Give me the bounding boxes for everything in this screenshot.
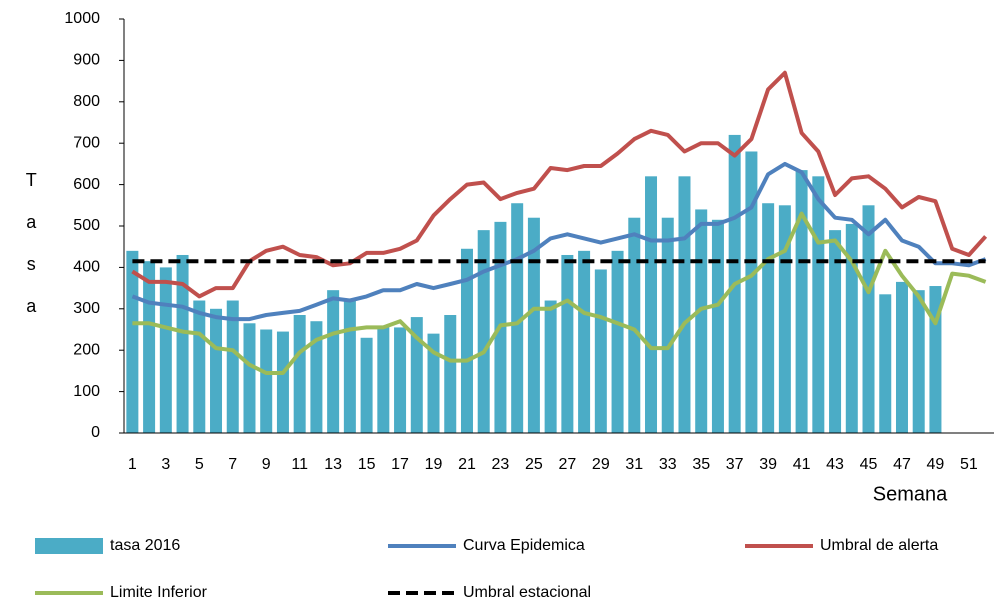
bar bbox=[226, 300, 239, 433]
line bbox=[132, 211, 987, 375]
x-tick-label: 11 bbox=[291, 456, 308, 473]
x-tick-label: 25 bbox=[525, 456, 543, 473]
bar bbox=[895, 281, 908, 433]
bar bbox=[260, 329, 273, 433]
bar bbox=[561, 254, 574, 433]
legend-swatch bbox=[35, 538, 103, 554]
x-tick-label: 37 bbox=[726, 456, 744, 473]
bar bbox=[829, 230, 842, 433]
x-tick-label: 45 bbox=[860, 456, 878, 473]
bar bbox=[594, 269, 607, 433]
bar bbox=[410, 317, 423, 433]
y-tick-label: 500 bbox=[73, 217, 100, 234]
x-axis-label: Semana bbox=[873, 483, 948, 505]
y-tick-label: 700 bbox=[73, 134, 100, 151]
y-tick-label: 600 bbox=[73, 176, 100, 193]
x-tick-label: 7 bbox=[228, 456, 237, 473]
x-tick-label: 23 bbox=[492, 456, 510, 473]
x-tick-label: 21 bbox=[458, 456, 476, 473]
bar bbox=[444, 315, 457, 433]
x-tick-label: 19 bbox=[425, 456, 443, 473]
x-tick-label: 5 bbox=[195, 456, 204, 473]
legend-label: Limite Inferior bbox=[110, 584, 208, 601]
bar bbox=[243, 323, 256, 433]
y-tick-label: 200 bbox=[73, 341, 100, 358]
bar bbox=[862, 205, 875, 433]
legend-label: tasa 2016 bbox=[110, 537, 180, 554]
bar bbox=[745, 151, 758, 434]
bar bbox=[611, 250, 624, 433]
y-tick-label: 300 bbox=[73, 300, 100, 317]
x-tick-label: 41 bbox=[793, 456, 811, 473]
legend-label: Curva Epidemica bbox=[463, 537, 585, 554]
x-tick-label: 47 bbox=[893, 456, 911, 473]
x-tick-label: 33 bbox=[659, 456, 677, 473]
bar bbox=[929, 286, 942, 433]
x-tick-label: 29 bbox=[592, 456, 610, 473]
bar bbox=[193, 300, 206, 433]
x-tick-label: 17 bbox=[391, 456, 409, 473]
x-tick-label: 39 bbox=[759, 456, 777, 473]
bar bbox=[544, 300, 557, 433]
legend-label: Umbral de alerta bbox=[820, 537, 938, 554]
bar bbox=[276, 331, 289, 433]
x-tick-label: 49 bbox=[927, 456, 945, 473]
bar bbox=[527, 217, 540, 433]
bar bbox=[661, 217, 674, 433]
bar bbox=[678, 176, 691, 433]
bar bbox=[427, 333, 440, 433]
bar bbox=[628, 217, 641, 433]
bar bbox=[210, 308, 223, 433]
bar bbox=[394, 327, 407, 433]
bar bbox=[711, 219, 724, 433]
x-tick-label: 31 bbox=[625, 456, 643, 473]
bar bbox=[293, 315, 306, 433]
bar bbox=[795, 170, 808, 434]
bar bbox=[143, 261, 156, 433]
bar bbox=[460, 248, 473, 433]
y-tick-label: 100 bbox=[73, 383, 100, 400]
y-tick-label: 900 bbox=[73, 52, 100, 69]
y-tick-label: 400 bbox=[73, 259, 100, 276]
x-tick-label: 27 bbox=[558, 456, 576, 473]
bar bbox=[126, 250, 139, 433]
bar bbox=[477, 230, 490, 433]
y-tick-label: 1000 bbox=[64, 10, 100, 27]
x-tick-label: 15 bbox=[358, 456, 376, 473]
x-tick-label: 51 bbox=[960, 456, 978, 473]
legend-label: Umbral estacional bbox=[463, 584, 591, 601]
x-tick-label: 1 bbox=[128, 456, 137, 473]
line bbox=[131, 70, 988, 299]
bar bbox=[912, 290, 925, 433]
bar bbox=[762, 203, 775, 433]
x-tick-label: 9 bbox=[262, 456, 271, 473]
line bbox=[131, 161, 987, 322]
bar bbox=[645, 176, 658, 433]
x-tick-label: 43 bbox=[826, 456, 844, 473]
x-tick-label: 3 bbox=[161, 456, 170, 473]
x-tick-label: 35 bbox=[692, 456, 710, 473]
bar bbox=[343, 300, 356, 433]
bar bbox=[360, 337, 373, 433]
bar bbox=[327, 290, 340, 433]
bar bbox=[159, 267, 172, 433]
y-axis-label: Tasa bbox=[21, 170, 41, 338]
bar bbox=[695, 209, 708, 433]
bar bbox=[310, 321, 323, 433]
x-tick-label: 13 bbox=[324, 456, 342, 473]
y-tick-label: 800 bbox=[73, 93, 100, 110]
bar bbox=[578, 250, 591, 433]
bar bbox=[845, 223, 858, 433]
y-tick-label: 0 bbox=[91, 424, 100, 441]
bar bbox=[377, 327, 390, 433]
bar bbox=[812, 176, 825, 433]
bar bbox=[879, 294, 892, 433]
bar bbox=[176, 254, 189, 433]
